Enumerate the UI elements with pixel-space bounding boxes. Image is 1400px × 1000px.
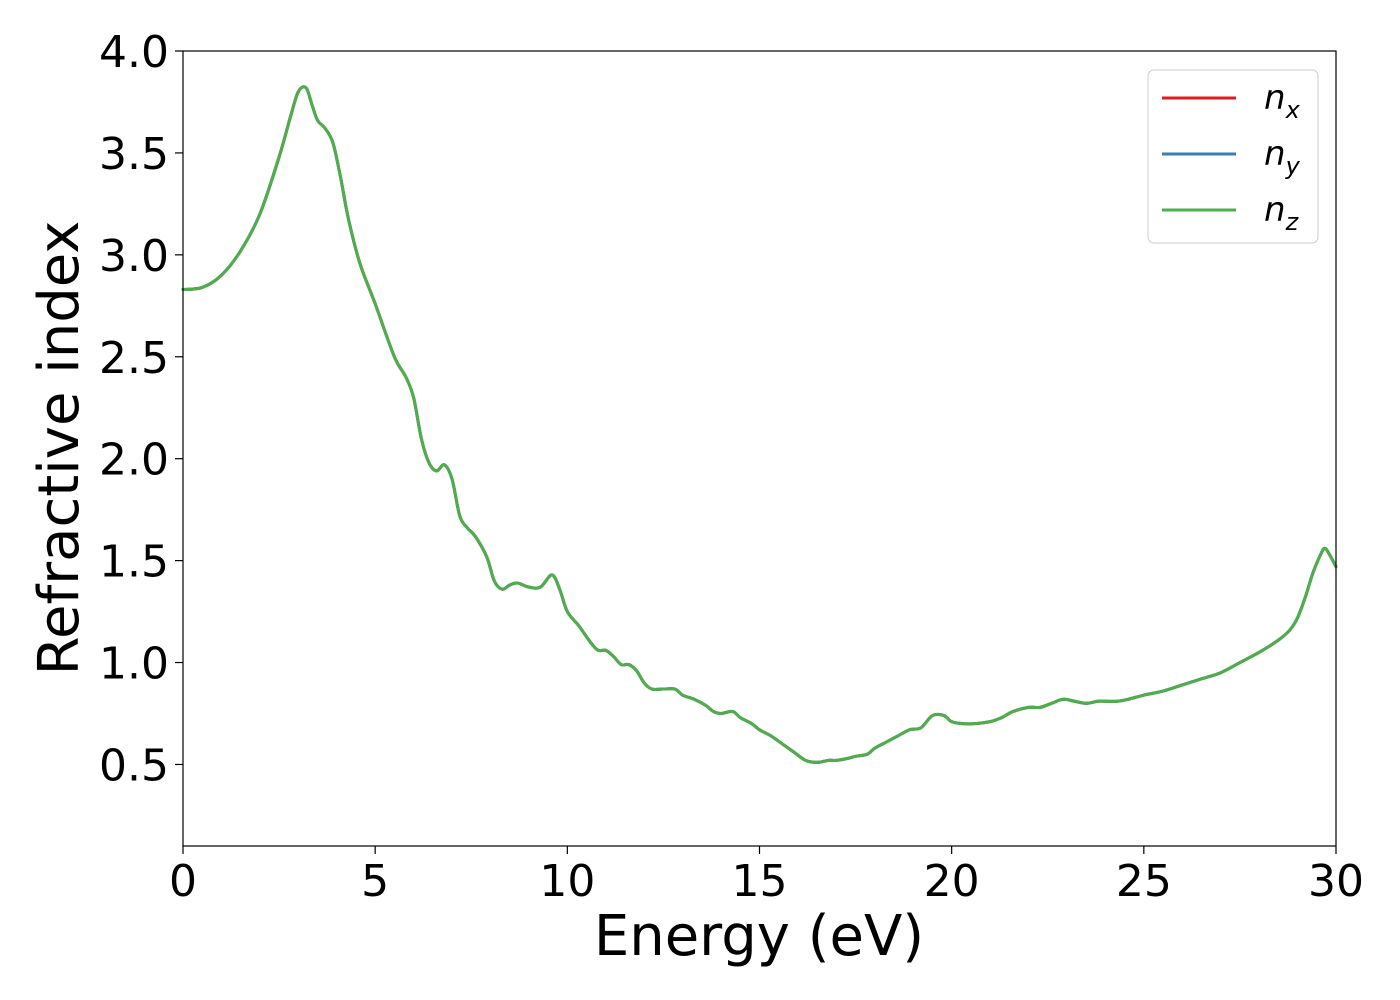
x-tick-label: 20 — [924, 856, 980, 907]
legend: nx ny nz — [1147, 69, 1319, 244]
y-axis-label: Refractive index — [27, 221, 92, 676]
series-line-nz — [181, 85, 1338, 764]
y-tick-label: 3.0 — [99, 231, 169, 282]
plot-lines — [181, 85, 1338, 764]
x-tick-label: 15 — [732, 856, 788, 907]
legend-label-nx: nx — [1264, 78, 1301, 124]
x-tick-label: 5 — [361, 856, 389, 907]
y-tick-label: 2.5 — [99, 333, 169, 384]
x-tick-label: 25 — [1116, 856, 1172, 907]
x-tick-label: 10 — [539, 856, 595, 907]
y-tick-label: 2.0 — [99, 435, 169, 486]
y-tick-label: 1.0 — [99, 639, 169, 690]
y-tick-label: 0.5 — [99, 740, 169, 791]
x-tick-label: 30 — [1308, 856, 1364, 907]
y-tick-label: 3.5 — [99, 129, 169, 180]
x-axis-ticks: 0 5 10 15 20 25 30 — [169, 846, 1364, 907]
legend-box — [1147, 69, 1319, 244]
y-axis-ticks: 0.5 1.0 1.5 2.0 2.5 3.0 3.5 4.0 — [99, 27, 183, 791]
legend-label-nz: nz — [1264, 190, 1300, 236]
x-axis-label: Energy (eV) — [594, 904, 924, 969]
x-tick-label: 0 — [169, 856, 197, 907]
y-tick-label: 1.5 — [99, 537, 169, 588]
y-tick-label: 4.0 — [99, 27, 169, 78]
legend-label-ny: ny — [1264, 134, 1301, 180]
